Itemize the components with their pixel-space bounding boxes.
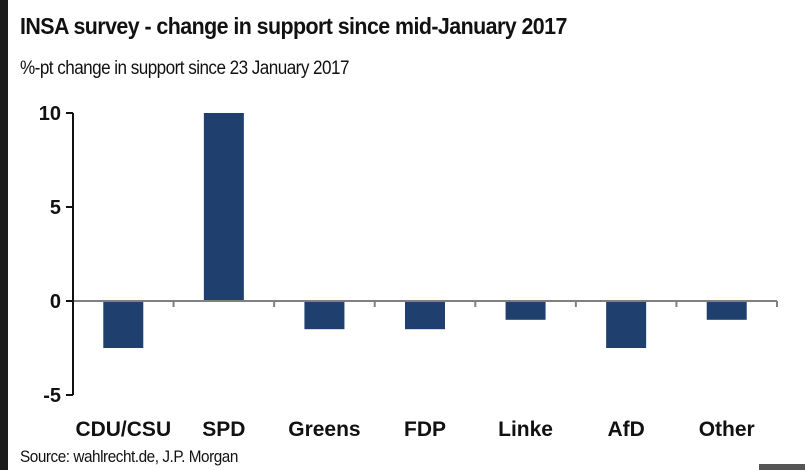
x-category-label: Linke xyxy=(498,418,553,441)
x-category-label: SPD xyxy=(202,418,245,441)
x-category-label: AfD xyxy=(607,418,644,441)
y-tick-label: -5 xyxy=(43,385,61,407)
chart-subtitle: %-pt change in support since 23 January … xyxy=(20,58,349,79)
x-category-label: Greens xyxy=(288,418,360,441)
bar-other xyxy=(706,301,747,320)
time-badge xyxy=(759,464,805,470)
y-tick-label: 10 xyxy=(39,103,61,125)
bar-afd xyxy=(606,301,647,348)
bar-fdp xyxy=(405,301,445,330)
bar-greens xyxy=(304,301,345,330)
chart-title: INSA survey - change in support since mi… xyxy=(20,13,567,39)
y-tick-label: 5 xyxy=(50,197,61,219)
x-category-label: Other xyxy=(699,418,755,441)
bar-spd xyxy=(203,113,244,301)
y-tick-label: 0 xyxy=(50,291,61,313)
x-category-label: FDP xyxy=(404,418,446,441)
bar-cdu-csu xyxy=(103,301,144,348)
chart-source: Source: wahlrecht.de, J.P. Morgan xyxy=(20,447,238,466)
bar-linke xyxy=(505,301,546,320)
window-edge xyxy=(0,0,8,470)
x-category-label: CDU/CSU xyxy=(75,418,171,441)
